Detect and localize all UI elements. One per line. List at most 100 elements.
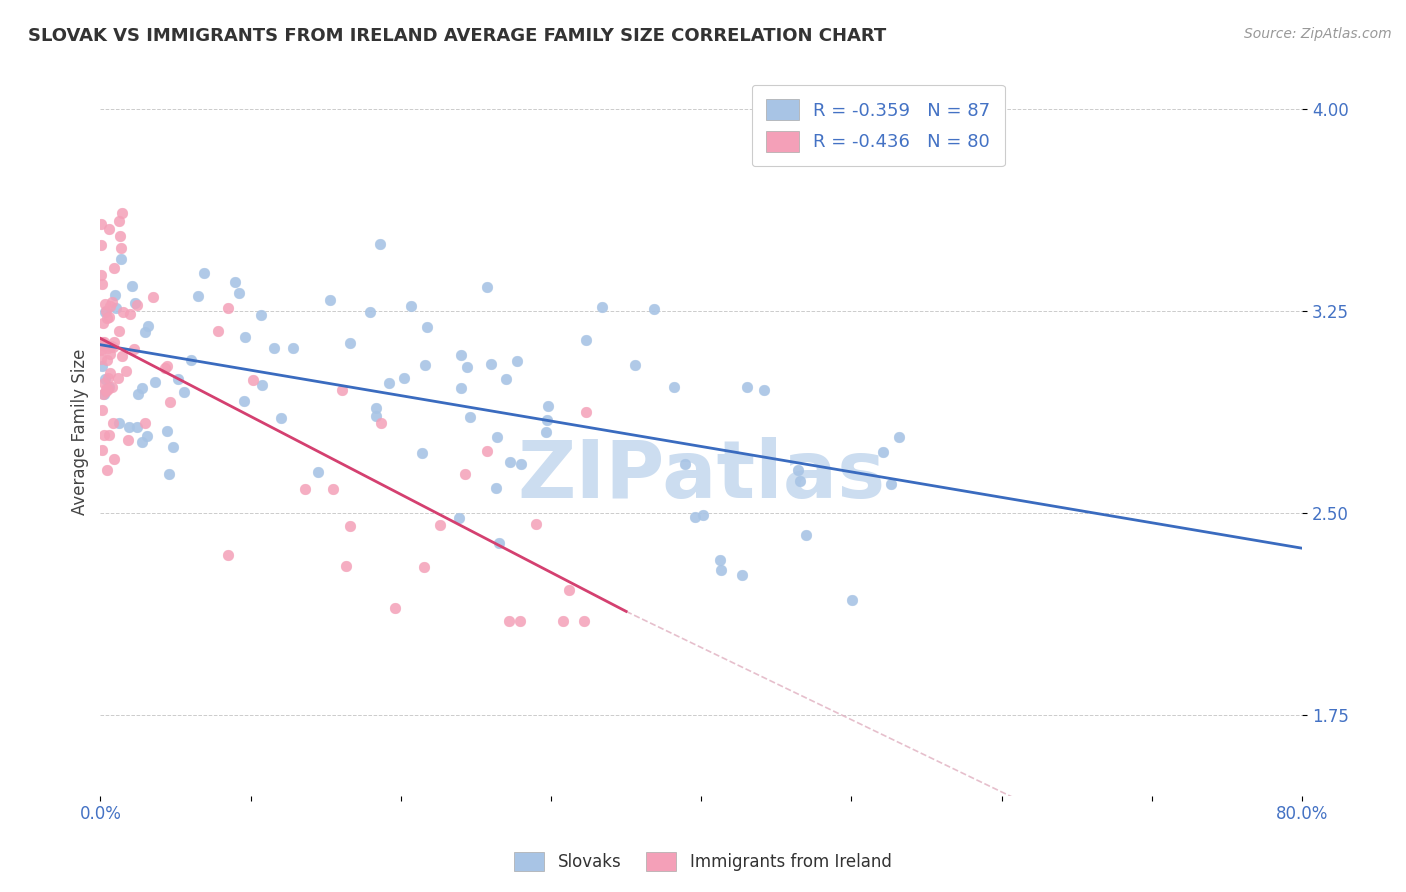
Point xyxy=(100,338,122,352)
Point xyxy=(103,416,125,430)
Point xyxy=(107,214,129,228)
Text: ZIPatlas: ZIPatlas xyxy=(517,437,886,515)
Point xyxy=(108,417,131,431)
Point xyxy=(96,352,118,367)
Point xyxy=(125,420,148,434)
Point xyxy=(339,519,361,533)
Point xyxy=(488,536,510,550)
Point xyxy=(98,366,121,380)
Point xyxy=(110,206,132,220)
Point xyxy=(90,238,112,252)
Point xyxy=(142,290,165,304)
Point xyxy=(283,341,305,355)
Point xyxy=(131,381,153,395)
Point xyxy=(108,324,131,338)
Point xyxy=(90,403,112,417)
Point xyxy=(370,417,392,431)
Point xyxy=(93,376,115,390)
Point xyxy=(112,305,135,319)
Point xyxy=(98,347,121,361)
Point xyxy=(145,375,167,389)
Point xyxy=(339,336,361,351)
Point xyxy=(97,427,120,442)
Point xyxy=(134,416,156,430)
Point xyxy=(101,295,124,310)
Point xyxy=(93,296,115,310)
Point xyxy=(524,516,547,531)
Point xyxy=(475,280,498,294)
Point xyxy=(737,379,759,393)
Point xyxy=(450,381,472,395)
Point xyxy=(97,371,120,385)
Point xyxy=(91,334,114,349)
Point xyxy=(155,360,177,375)
Point xyxy=(125,298,148,312)
Point xyxy=(124,296,146,310)
Point xyxy=(166,372,188,386)
Point xyxy=(135,428,157,442)
Point xyxy=(322,482,344,496)
Point xyxy=(872,445,894,459)
Point xyxy=(692,508,714,523)
Text: SLOVAK VS IMMIGRANTS FROM IRELAND AVERAGE FAMILY SIZE CORRELATION CHART: SLOVAK VS IMMIGRANTS FROM IRELAND AVERAG… xyxy=(28,27,886,45)
Point xyxy=(510,457,533,471)
Point xyxy=(412,560,434,574)
Point xyxy=(103,335,125,350)
Point xyxy=(458,409,481,424)
Point xyxy=(224,275,246,289)
Point xyxy=(318,293,340,307)
Point xyxy=(97,382,120,396)
Point xyxy=(233,393,256,408)
Point xyxy=(90,359,112,373)
Point xyxy=(624,358,647,372)
Point xyxy=(134,325,156,339)
Point xyxy=(94,304,117,318)
Point xyxy=(250,377,273,392)
Point xyxy=(156,425,179,439)
Point xyxy=(131,435,153,450)
Point xyxy=(710,563,733,577)
Point xyxy=(94,304,117,318)
Point xyxy=(683,510,706,524)
Point xyxy=(96,311,118,326)
Point xyxy=(495,371,517,385)
Point xyxy=(366,409,388,424)
Point xyxy=(537,399,560,413)
Point xyxy=(118,420,141,434)
Point xyxy=(242,373,264,387)
Point xyxy=(416,320,439,334)
Point xyxy=(673,457,696,471)
Point xyxy=(104,287,127,301)
Point xyxy=(90,443,112,458)
Point xyxy=(121,279,143,293)
Point xyxy=(91,316,114,330)
Point xyxy=(574,614,596,628)
Point xyxy=(370,236,392,251)
Point xyxy=(97,380,120,394)
Point xyxy=(786,463,808,477)
Point xyxy=(366,401,388,415)
Legend: Slovaks, Immigrants from Ireland: Slovaks, Immigrants from Ireland xyxy=(506,843,900,880)
Point xyxy=(794,528,817,542)
Point xyxy=(307,465,329,479)
Point xyxy=(103,451,125,466)
Point xyxy=(731,568,754,582)
Point xyxy=(100,380,122,394)
Point xyxy=(155,359,177,373)
Point xyxy=(108,229,131,244)
Point xyxy=(115,363,138,377)
Legend: R = -0.359   N = 87, R = -0.436   N = 80: R = -0.359 N = 87, R = -0.436 N = 80 xyxy=(752,85,1005,166)
Point xyxy=(97,342,120,356)
Point xyxy=(217,301,239,315)
Point xyxy=(536,413,558,427)
Point xyxy=(107,371,129,385)
Point xyxy=(180,353,202,368)
Point xyxy=(98,299,121,313)
Point xyxy=(136,318,159,333)
Point xyxy=(93,387,115,401)
Point xyxy=(384,600,406,615)
Point xyxy=(263,342,285,356)
Point xyxy=(93,334,115,349)
Point xyxy=(429,518,451,533)
Point xyxy=(90,268,112,282)
